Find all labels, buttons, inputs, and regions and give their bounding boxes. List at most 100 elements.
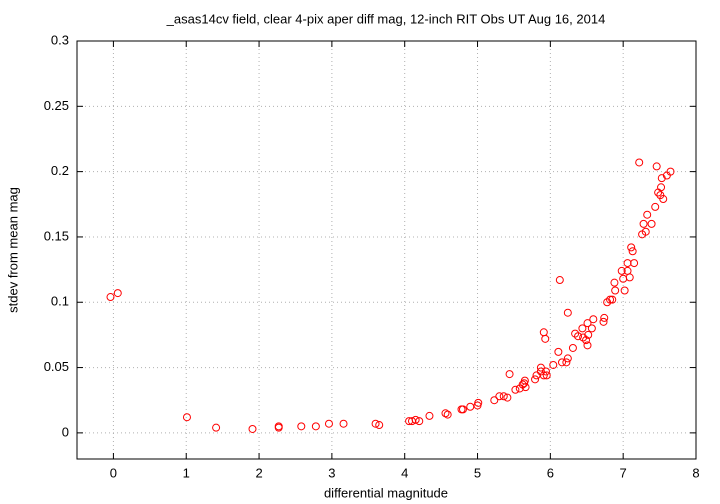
x-tick-label: 0 xyxy=(110,465,117,480)
y-tick-label: 0.25 xyxy=(44,98,69,113)
point xyxy=(657,183,666,192)
point xyxy=(248,424,257,433)
point xyxy=(274,423,283,432)
point xyxy=(563,308,572,317)
point xyxy=(666,167,675,176)
point xyxy=(375,421,384,430)
x-tick-label: 2 xyxy=(255,465,262,480)
point xyxy=(657,174,666,183)
y-tick-label: 0 xyxy=(62,424,69,439)
point xyxy=(541,334,550,343)
point xyxy=(599,317,608,326)
point xyxy=(520,379,529,388)
point xyxy=(627,243,636,252)
point xyxy=(578,324,587,333)
point xyxy=(474,398,483,407)
point xyxy=(554,347,563,356)
point xyxy=(579,333,588,342)
point xyxy=(182,413,191,422)
point xyxy=(212,423,221,432)
point xyxy=(571,329,580,338)
point xyxy=(505,370,514,379)
point xyxy=(532,371,541,380)
point xyxy=(539,371,548,380)
x-tick-label: 7 xyxy=(620,465,627,480)
point xyxy=(490,396,499,405)
point xyxy=(411,415,420,424)
point xyxy=(600,313,609,322)
point xyxy=(623,259,632,268)
x-tick-label: 8 xyxy=(692,465,699,480)
point xyxy=(443,410,452,419)
point xyxy=(574,332,583,341)
point xyxy=(542,371,551,380)
point xyxy=(503,393,512,402)
point xyxy=(630,259,639,268)
point xyxy=(415,417,424,426)
point xyxy=(635,158,644,167)
point xyxy=(563,354,572,363)
point xyxy=(425,411,434,420)
point xyxy=(562,358,571,367)
point xyxy=(499,392,508,401)
point xyxy=(620,286,629,295)
point xyxy=(441,409,450,418)
point xyxy=(628,247,637,256)
point xyxy=(541,367,550,376)
point xyxy=(371,419,380,428)
point xyxy=(652,162,661,171)
x-tick-label: 1 xyxy=(183,465,190,480)
point xyxy=(495,392,504,401)
point xyxy=(568,343,577,352)
point xyxy=(324,419,333,428)
plot-frame xyxy=(76,40,697,460)
point xyxy=(641,227,650,236)
point xyxy=(558,358,567,367)
point xyxy=(106,293,115,302)
point xyxy=(582,336,591,345)
point xyxy=(555,276,564,285)
point xyxy=(521,383,530,392)
point xyxy=(647,219,656,228)
x-tick-label: 5 xyxy=(474,465,481,480)
point xyxy=(466,402,475,411)
y-tick-label: 0.05 xyxy=(44,359,69,374)
point xyxy=(113,289,122,298)
point xyxy=(583,341,592,350)
y-tick-label: 0.3 xyxy=(51,32,69,47)
point xyxy=(583,319,592,328)
point xyxy=(539,328,548,337)
point xyxy=(606,295,615,304)
point xyxy=(611,286,620,295)
point xyxy=(531,375,540,384)
point xyxy=(584,330,593,339)
point xyxy=(651,202,660,211)
x-tick-label: 3 xyxy=(328,465,335,480)
point xyxy=(339,419,348,428)
point xyxy=(587,324,596,333)
point xyxy=(518,380,527,389)
point xyxy=(603,298,612,307)
point xyxy=(511,385,520,394)
point xyxy=(589,315,598,324)
x-tick-label: 4 xyxy=(401,465,408,480)
point xyxy=(625,273,634,282)
point xyxy=(639,219,648,228)
chart-title: _asas14cv field, clear 4-pix aper diff m… xyxy=(166,11,606,26)
point xyxy=(643,210,652,219)
point xyxy=(608,295,617,304)
x-tick-label: 6 xyxy=(547,465,554,480)
x-axis-label: differential magnitude xyxy=(324,485,448,500)
y-tick-label: 0.2 xyxy=(51,163,69,178)
point xyxy=(536,363,545,372)
point xyxy=(617,266,626,275)
point xyxy=(549,360,558,369)
point xyxy=(458,405,467,414)
point xyxy=(311,422,320,431)
y-axis-label: stdev from mean mag xyxy=(5,187,20,313)
y-tick-label: 0.1 xyxy=(51,294,69,309)
point xyxy=(659,195,668,204)
point xyxy=(610,278,619,287)
point xyxy=(297,422,306,431)
